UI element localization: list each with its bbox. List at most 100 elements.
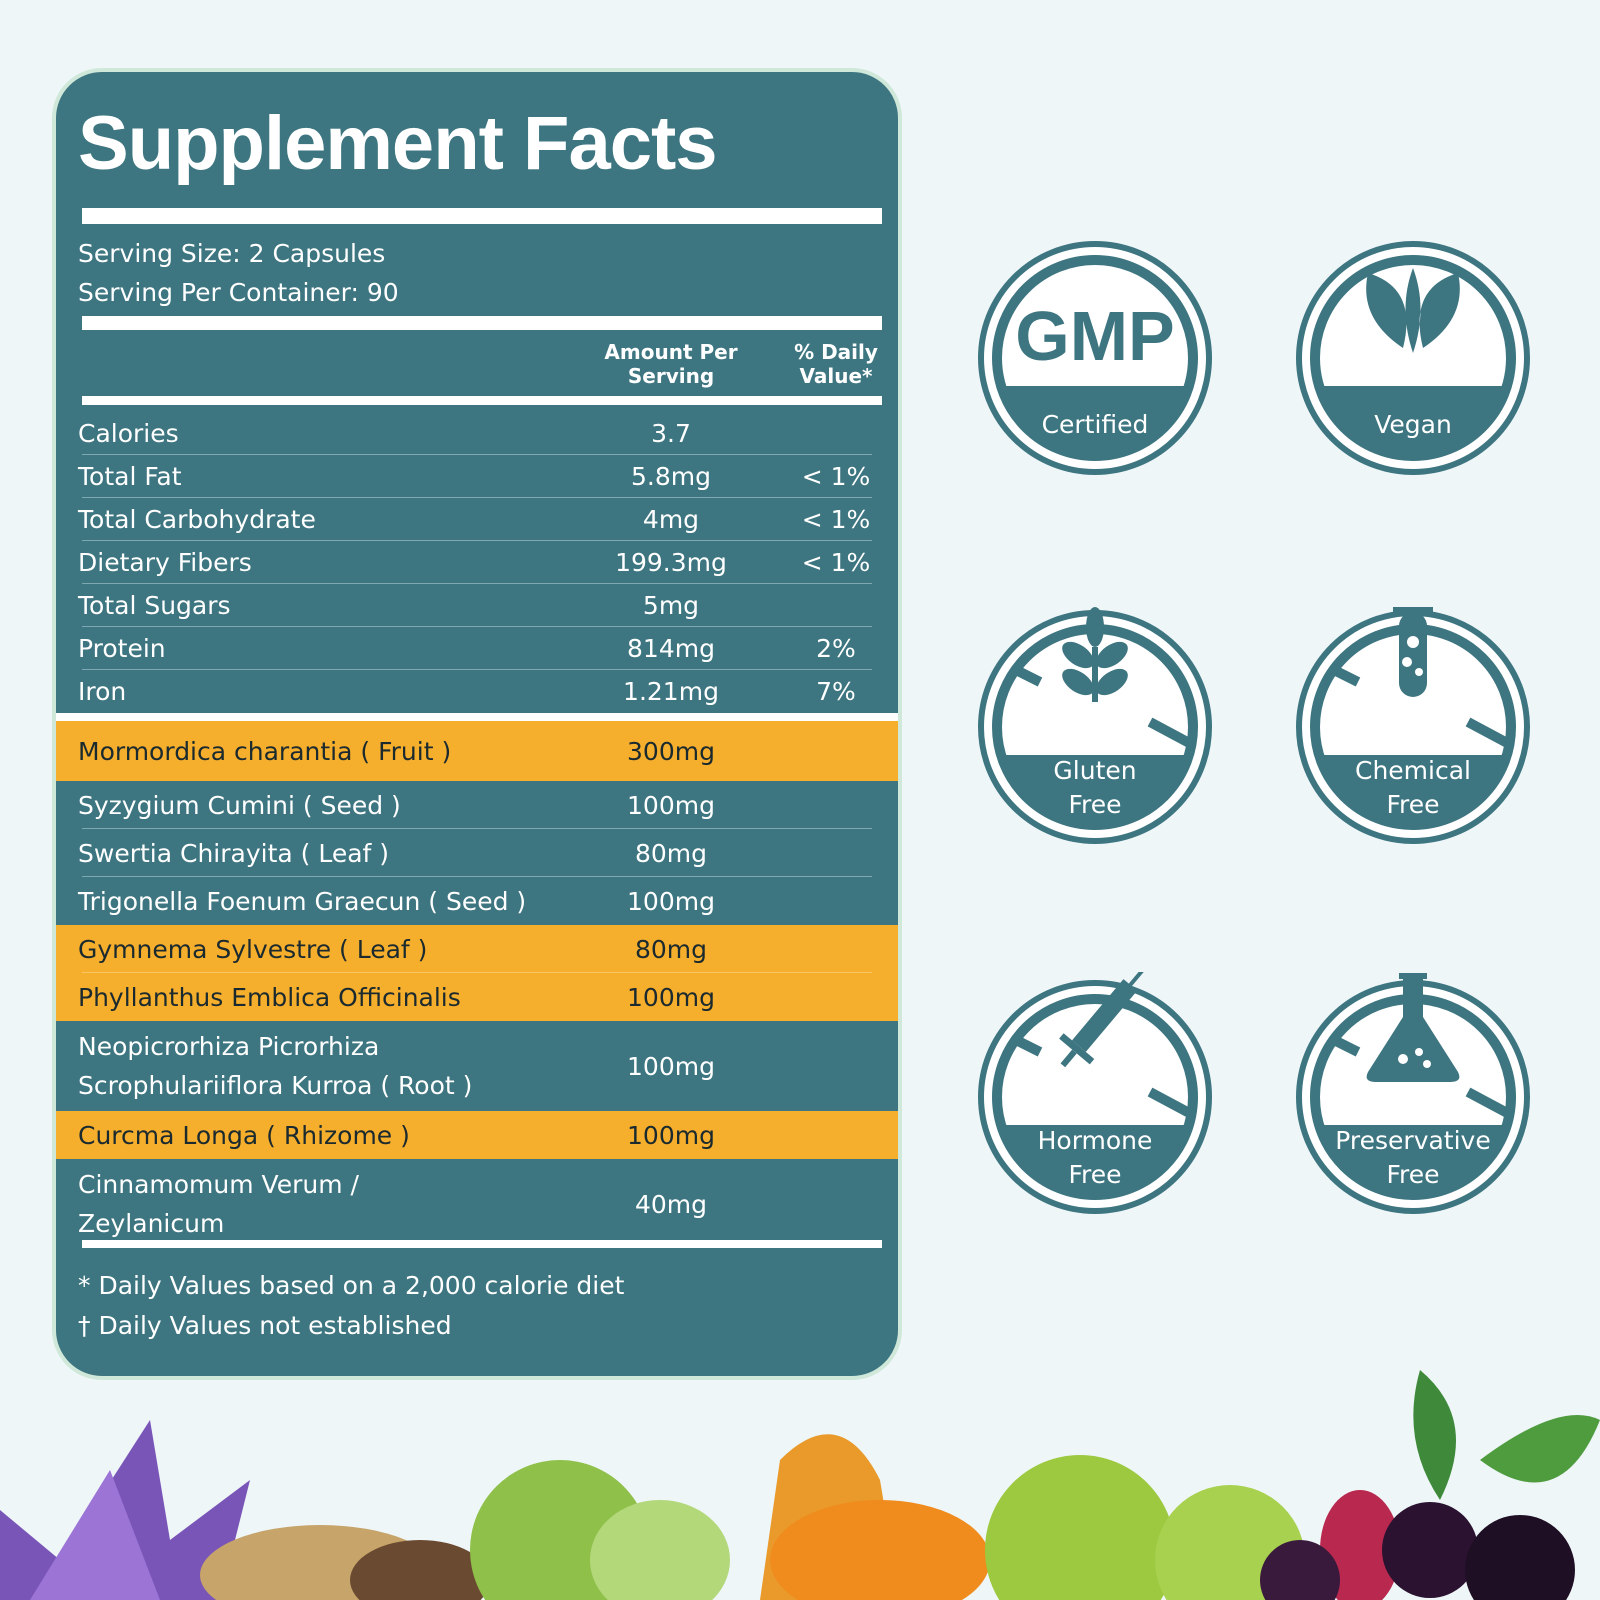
badge-icon	[1059, 972, 1145, 1068]
name-line: Neopicrorhiza Picrorhiza	[78, 1032, 380, 1061]
amount: 4mg	[642, 505, 700, 534]
amount: 5mg	[642, 591, 700, 620]
name-line: Dietary Fibers	[78, 548, 252, 577]
badge-inner	[992, 255, 1198, 461]
serving-line: Serving Size: 2 Capsules	[78, 239, 386, 268]
row: Calories 3.7	[56, 412, 898, 455]
rule	[82, 316, 882, 330]
icon-part	[1062, 641, 1094, 669]
separator	[82, 454, 872, 455]
amount: 80mg	[634, 934, 708, 964]
icon-part	[1059, 1033, 1095, 1065]
row: Syzygium Cumini ( Seed ) 100mg	[56, 781, 898, 829]
row: Total Carbohydrate 4mg < 1%	[56, 498, 898, 541]
daily-value: < 1%	[801, 548, 871, 577]
ingredient-name: Syzygium Cumini ( Seed )	[78, 786, 401, 825]
name-line: Zeylanicum	[78, 1209, 225, 1238]
ingredient-name: Swertia Chirayita ( Leaf )	[78, 834, 389, 873]
serving: Serving Size: 2 Capsules Serving Per Cont…	[78, 234, 399, 312]
name-line: Total Carbohydrate	[78, 505, 316, 534]
slash	[1147, 1087, 1193, 1120]
ingredient-name: Calories	[78, 414, 179, 453]
name-line: Trigonella Foenum Graecun ( Seed )	[78, 886, 527, 916]
header-line: % Daily	[794, 340, 878, 364]
amount-header: Amount Per Serving	[571, 340, 771, 388]
icon-part	[1398, 1054, 1408, 1064]
ingredient-name: Protein	[78, 629, 166, 668]
badge-label: Free	[1386, 1160, 1439, 1189]
icon-part	[1059, 972, 1145, 1068]
row-highlight: Gymnema Sylvestre ( Leaf ) 80mg	[56, 925, 898, 973]
footnote: † Daily Values not established	[78, 1311, 452, 1340]
badge-inner	[992, 994, 1198, 1200]
icon-part	[1122, 982, 1128, 996]
badge-label: Hormone	[1038, 1126, 1153, 1155]
table-rows: Calories 3.7 Total Fat 5.8mg < 1% Total Carbo…	[56, 412, 898, 1249]
icon-part	[1415, 668, 1423, 676]
icon-part	[1393, 607, 1433, 614]
ingredient-name: Mormordica charantia ( Fruit )	[78, 732, 451, 771]
row: Iron 1.21mg 7%	[56, 670, 898, 713]
icon-part	[1086, 607, 1104, 647]
amount: 40mg	[634, 1189, 708, 1219]
facts-panel: Supplement Facts Serving Size: 2 Capsule…	[52, 68, 902, 1380]
badge-label: Free	[1068, 1160, 1121, 1189]
amount: 5.8mg	[631, 462, 711, 491]
badge-inner	[1310, 255, 1516, 461]
icon-part	[1415, 1048, 1423, 1056]
ingredient-name: Cinnamomum Verum / Zeylanicum	[78, 1165, 359, 1243]
ingredient-name: Iron	[78, 672, 126, 711]
badge-icon	[1062, 607, 1128, 702]
badge: Preservative Free	[1296, 973, 1530, 1214]
row-highlight: Phyllanthus Emblica Officinalis 100mg	[56, 973, 898, 1021]
daily-value: 2%	[816, 634, 856, 663]
header-line: Amount Per	[604, 340, 738, 364]
badge-label: Free	[1386, 790, 1439, 819]
rule	[82, 208, 882, 224]
separator	[82, 626, 872, 627]
badge: Vegan	[1296, 241, 1530, 475]
separator	[82, 497, 872, 498]
icon-part	[1092, 647, 1098, 702]
amount: 100mg	[627, 1120, 715, 1150]
badge-title: GMP	[1015, 297, 1174, 375]
name-line: Gymnema Sylvestre ( Leaf )	[78, 934, 428, 964]
row: Total Sugars 5mg	[56, 584, 898, 627]
icon-part	[1072, 979, 1138, 1052]
amount: 100mg	[627, 790, 715, 820]
amount: 1.21mg	[623, 677, 719, 706]
name-line: Scrophulariiflora Kurroa ( Root )	[78, 1071, 473, 1100]
separator	[82, 540, 872, 541]
ingredient-name: Trigonella Foenum Graecun ( Seed )	[78, 882, 526, 921]
icon-part	[1399, 612, 1427, 697]
icon-part	[1060, 1049, 1077, 1068]
badge-icon	[1393, 607, 1433, 697]
name-line: Swertia Chirayita ( Leaf )	[78, 838, 390, 868]
icon-part	[1096, 668, 1128, 696]
badge: Hormone Free	[978, 972, 1212, 1214]
ingredient-name: Neopicrorhiza Picrorhiza Scrophulariiflor…	[78, 1027, 472, 1105]
slash	[1147, 717, 1193, 750]
decoration	[0, 1370, 1600, 1600]
header-line: Value*	[799, 364, 873, 388]
icon-part	[1423, 1060, 1431, 1068]
ingredient-name: Dietary Fibers	[78, 543, 252, 582]
name-line: Cinnamomum Verum /	[78, 1170, 359, 1199]
icon-part	[1062, 668, 1094, 696]
daily-value: 7%	[816, 677, 856, 706]
separator	[82, 972, 872, 973]
badge-label: Certified	[1042, 410, 1149, 439]
header-line: Serving	[627, 364, 715, 388]
rule	[82, 396, 882, 405]
name-line: Syzygium Cumini ( Seed )	[78, 790, 401, 820]
ingredient-name: Phyllanthus Emblica Officinalis	[78, 978, 461, 1017]
rule	[82, 1240, 882, 1248]
icon-part	[1062, 607, 1128, 702]
slash	[1465, 717, 1511, 750]
daily-value: < 1%	[801, 505, 871, 534]
badge-label: Vegan	[1374, 410, 1452, 439]
icon-part	[1366, 268, 1460, 353]
ingredient-name: Total Sugars	[78, 586, 231, 625]
name-line: Total Sugars	[78, 591, 231, 620]
amount: 80mg	[634, 838, 708, 868]
